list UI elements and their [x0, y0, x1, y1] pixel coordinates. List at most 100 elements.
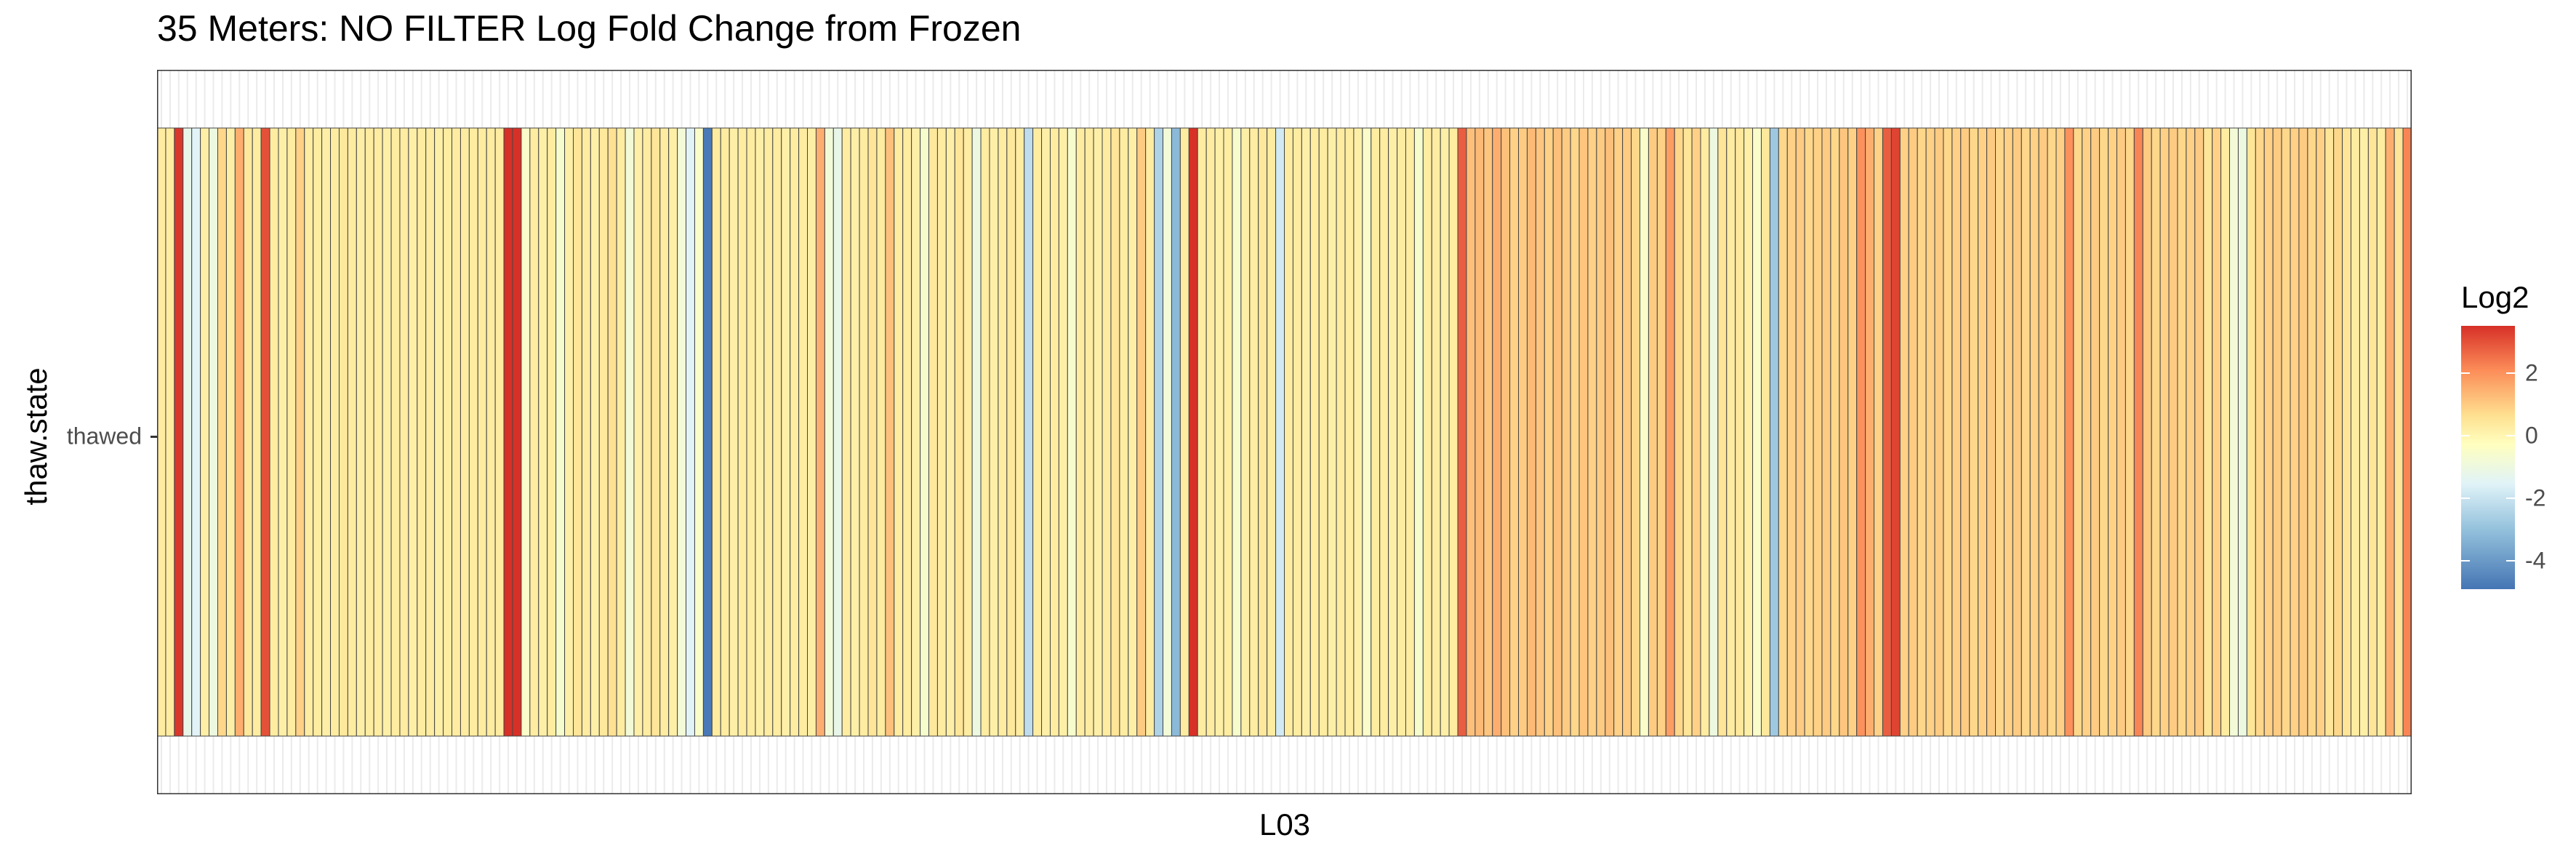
heatmap-tile — [1613, 127, 1624, 737]
heatmap-tile — [2307, 127, 2317, 737]
heatmap-tile — [2047, 127, 2057, 737]
heatmap-tile — [278, 127, 288, 737]
heatmap-tile — [1275, 127, 1285, 737]
heatmap-tile — [2038, 127, 2048, 737]
heatmap-tile — [1067, 127, 1077, 737]
heatmap-tile — [1006, 127, 1016, 737]
heatmap-tile — [798, 127, 808, 737]
heatmap-tile — [1214, 127, 1224, 737]
heatmap-tile — [547, 127, 557, 737]
heatmap-tile — [1292, 127, 1302, 737]
heatmap-tile — [2333, 127, 2343, 737]
heatmap-tile — [1778, 127, 1788, 737]
heatmap-tile — [512, 127, 522, 737]
heatmap-tile — [1786, 127, 1797, 737]
legend-tick-mark — [2461, 560, 2470, 562]
heatmap-tile — [460, 127, 470, 737]
heatmap-tile — [1509, 127, 1520, 737]
heatmap-tile — [234, 127, 244, 737]
heatmap-tile — [928, 127, 938, 737]
heatmap-tile — [269, 127, 279, 737]
legend-colorbar — [2461, 326, 2515, 589]
heatmap-tile — [1622, 127, 1632, 737]
heatmap-tile — [1205, 127, 1216, 737]
heatmap-tile — [1605, 127, 1615, 737]
heatmap-tile — [1093, 127, 1103, 737]
heatmap-tile — [1526, 127, 1536, 737]
heatmap-tile — [1726, 127, 1736, 737]
heatmap-tile — [529, 127, 539, 737]
heatmap-tile — [1171, 127, 1181, 737]
heatmap-tile — [1474, 127, 1485, 737]
heatmap-tile — [2394, 127, 2404, 737]
heatmap-tile — [2351, 127, 2360, 737]
legend-tick-label: -2 — [2525, 484, 2546, 511]
heatmap-tile — [1986, 127, 1997, 737]
heatmap-tile — [347, 127, 357, 737]
heatmap-tile — [1943, 127, 1953, 737]
heatmap-tile — [1544, 127, 1554, 737]
heatmap-tile — [1813, 127, 1823, 737]
heatmap-tile — [1804, 127, 1814, 737]
heatmap-tile — [1457, 127, 1467, 737]
legend-tick-mark — [2506, 372, 2515, 374]
heatmap-tile — [2237, 127, 2247, 737]
heatmap-tile — [2133, 127, 2143, 737]
heatmap-tile — [1413, 127, 1424, 737]
heatmap-tile — [156, 127, 166, 737]
heatmap-tile — [2064, 127, 2074, 737]
heatmap-tile — [286, 127, 297, 737]
heatmap-tile — [1466, 127, 1476, 737]
heatmap-tile — [1856, 127, 1866, 737]
heatmap-tile — [2203, 127, 2213, 737]
y-tick-mark — [151, 436, 158, 438]
heatmap-tile — [763, 127, 774, 737]
heatmap-tile — [1041, 127, 1051, 737]
heatmap-tile — [1674, 127, 1684, 737]
heatmap-tile — [225, 127, 236, 737]
heatmap-tile — [2108, 127, 2117, 737]
heatmap-tile — [408, 127, 418, 737]
heatmap-tile — [209, 127, 218, 737]
heatmap-tile — [659, 127, 670, 737]
heatmap-tile — [2082, 127, 2092, 737]
heatmap-tile — [1249, 127, 1259, 737]
heatmap-tile — [2367, 127, 2378, 737]
heatmap-tile — [841, 127, 851, 737]
heatmap-tile — [503, 127, 513, 737]
heatmap-tile — [1327, 127, 1337, 737]
heatmap-tile — [1587, 127, 1597, 737]
heatmap-tile — [1388, 127, 1398, 737]
heatmap-tile — [1596, 127, 1606, 737]
heatmap-tile — [989, 127, 999, 737]
heatmap-tile — [1978, 127, 1988, 737]
heatmap-tiles — [156, 127, 2412, 737]
heatmap-tile — [1232, 127, 1242, 737]
heatmap-tile — [1015, 127, 1025, 737]
heatmap-tile — [2272, 127, 2282, 737]
heatmap-tile — [1145, 127, 1155, 737]
heatmap-tile — [330, 127, 340, 737]
heatmap-tile — [971, 127, 982, 737]
legend-tick-mark — [2461, 372, 2470, 374]
heatmap-tile — [2012, 127, 2022, 737]
heatmap-tile — [1075, 127, 1086, 737]
heatmap-tile — [625, 127, 635, 737]
heatmap-tile — [790, 127, 800, 737]
heatmap-tile — [2281, 127, 2291, 737]
heatmap-tile — [2385, 127, 2395, 737]
heatmap-tile — [2376, 127, 2386, 737]
heatmap-tile — [1336, 127, 1346, 737]
heatmap-tile — [1405, 127, 1415, 737]
heatmap-tile — [755, 127, 765, 737]
heatmap-tile — [2290, 127, 2300, 737]
heatmap-tile — [1379, 127, 1389, 737]
heatmap-tile — [1284, 127, 1293, 737]
heatmap-tile — [772, 127, 782, 737]
heatmap-tile — [1128, 127, 1138, 737]
heatmap-tile — [1440, 127, 1450, 737]
heatmap-tile — [468, 127, 478, 737]
heatmap-panel — [156, 69, 2412, 795]
heatmap-tile — [555, 127, 566, 737]
heatmap-tile — [2003, 127, 2013, 737]
